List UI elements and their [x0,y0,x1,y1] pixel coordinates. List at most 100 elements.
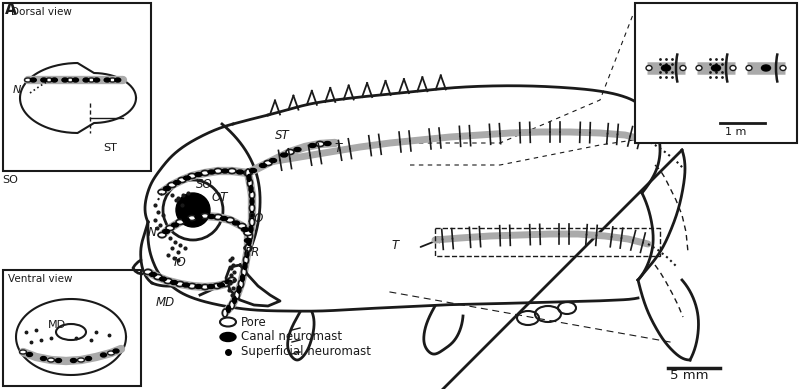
Text: ST: ST [275,128,289,142]
Ellipse shape [41,78,46,82]
Ellipse shape [107,351,115,355]
Ellipse shape [86,356,91,361]
Ellipse shape [163,230,170,233]
Ellipse shape [62,78,68,82]
Text: A: A [5,2,17,17]
Ellipse shape [696,65,702,70]
Ellipse shape [183,218,190,222]
Ellipse shape [150,273,156,277]
Ellipse shape [237,286,241,293]
Text: MD: MD [155,296,175,308]
Ellipse shape [238,224,246,228]
Ellipse shape [158,189,166,194]
Ellipse shape [249,191,255,199]
Ellipse shape [70,359,77,363]
Ellipse shape [222,169,228,173]
Ellipse shape [56,324,86,340]
Ellipse shape [201,284,209,289]
Ellipse shape [78,358,84,362]
Ellipse shape [46,78,53,82]
Ellipse shape [188,284,196,289]
Ellipse shape [249,204,255,212]
Bar [3,3,151,171]
Polygon shape [16,299,126,375]
Ellipse shape [223,309,227,317]
Ellipse shape [188,173,196,179]
Ellipse shape [174,180,180,184]
Ellipse shape [248,179,252,187]
Ellipse shape [47,358,54,362]
Ellipse shape [208,170,215,174]
Ellipse shape [115,78,121,82]
Ellipse shape [309,144,316,147]
Ellipse shape [646,65,652,70]
Ellipse shape [280,153,288,157]
Ellipse shape [168,182,176,187]
Ellipse shape [30,78,36,82]
Ellipse shape [19,350,26,354]
Ellipse shape [244,245,252,251]
Text: SO: SO [2,175,18,185]
Ellipse shape [247,175,251,182]
Ellipse shape [249,226,253,233]
Ellipse shape [746,65,752,70]
Ellipse shape [201,214,209,219]
Ellipse shape [109,78,116,82]
Ellipse shape [245,244,251,252]
Ellipse shape [244,170,252,175]
Ellipse shape [144,270,152,275]
Ellipse shape [220,333,236,342]
Ellipse shape [171,223,179,227]
Ellipse shape [220,317,236,326]
Ellipse shape [66,78,74,82]
Ellipse shape [230,301,235,309]
Ellipse shape [762,65,771,71]
Text: T: T [392,238,399,252]
Ellipse shape [163,186,171,191]
Ellipse shape [218,283,224,287]
Text: ST: ST [103,143,117,153]
Ellipse shape [225,280,232,284]
Ellipse shape [51,78,58,82]
Ellipse shape [249,218,255,226]
Text: Superficial neuromast: Superficial neuromast [241,345,371,359]
Ellipse shape [25,78,31,82]
Ellipse shape [235,291,239,299]
Ellipse shape [214,214,222,219]
Ellipse shape [250,212,254,219]
Ellipse shape [171,280,178,284]
Ellipse shape [178,177,186,182]
Ellipse shape [244,231,252,235]
Ellipse shape [780,65,786,70]
Ellipse shape [213,284,221,289]
Ellipse shape [176,219,184,224]
Ellipse shape [83,78,89,82]
Ellipse shape [239,280,244,288]
Text: N: N [147,226,156,238]
Ellipse shape [232,296,236,303]
Ellipse shape [241,268,247,276]
Ellipse shape [232,221,239,225]
Ellipse shape [228,168,236,173]
Bar [635,3,797,143]
Ellipse shape [226,217,234,223]
Ellipse shape [88,78,95,82]
Ellipse shape [236,170,244,174]
Ellipse shape [247,238,251,245]
Ellipse shape [188,216,196,221]
Text: SO: SO [195,177,212,191]
Ellipse shape [164,279,172,284]
Ellipse shape [269,158,276,163]
Text: IO: IO [174,256,187,268]
Ellipse shape [294,147,301,151]
Ellipse shape [113,349,119,353]
Text: Pore: Pore [241,315,267,328]
Text: Canal neuromast: Canal neuromast [241,331,342,343]
Ellipse shape [195,215,202,219]
Ellipse shape [316,142,324,147]
Text: OT: OT [211,191,228,203]
Ellipse shape [243,263,247,270]
Ellipse shape [176,282,184,287]
Ellipse shape [220,217,227,221]
Ellipse shape [183,283,190,287]
